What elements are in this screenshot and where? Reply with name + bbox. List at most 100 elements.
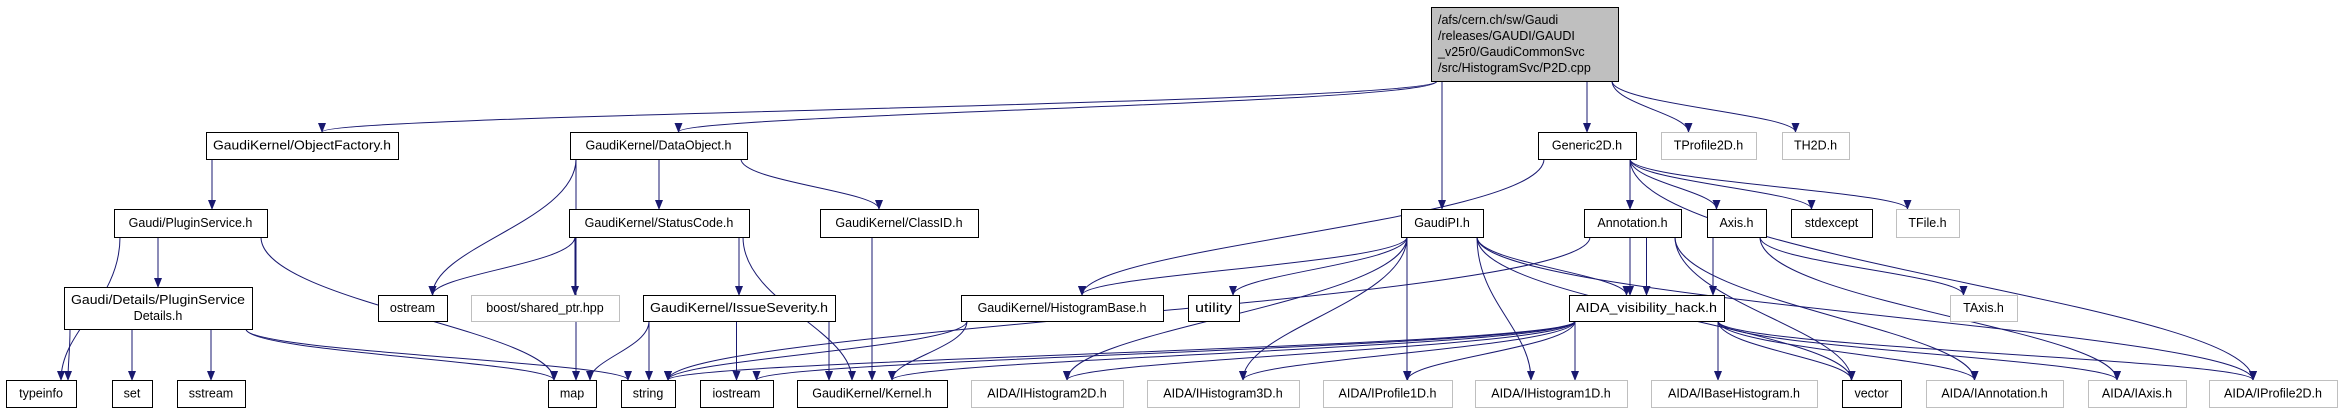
edge-gaudipi-to-histogrambase [1078, 236, 1408, 296]
node-box [621, 380, 676, 408]
node-box [643, 295, 836, 322]
edge-pluginsvcdetails-to-typeinfo [64, 328, 73, 381]
node-label: AIDA/IBaseHistogram.h [1668, 387, 1800, 401]
node-string[interactable]: string [621, 380, 676, 408]
edge-generic2d-to-iprofile2d [1629, 158, 2257, 381]
node-box [1950, 295, 2018, 322]
node-th2d[interactable]: TH2D.h [1782, 132, 1850, 160]
node-box [1147, 380, 1300, 408]
node-gaudipi[interactable]: GaudiPI.h [1401, 209, 1484, 238]
edge-aidavis-to-iostream [752, 320, 1576, 381]
node-boostsharedptr[interactable]: boost/shared_ptr.hpp [471, 295, 620, 322]
node-iannotation[interactable]: AIDA/IAnnotation.h [1926, 380, 2064, 408]
node-label: GaudiKernel/ClassID.h [835, 216, 962, 230]
node-iostream[interactable]: iostream [700, 380, 774, 408]
node-sstream[interactable]: sstream [177, 380, 246, 408]
edge-generic2d-to-axis [1629, 158, 1721, 210]
node-dataobject[interactable]: GaudiKernel/DataObject.h [570, 132, 748, 160]
node-label: Generic2D.h [1552, 139, 1622, 153]
node-box [971, 380, 1124, 408]
edges-layer [57, 80, 2257, 381]
node-label: AIDA/IProfile1D.h [1339, 387, 1437, 401]
node-label: GaudiKernel/HistogramBase.h [978, 301, 1147, 315]
edge-generic2d-to-histogrambase [1078, 158, 1545, 296]
node-vector[interactable]: vector [1842, 380, 1902, 408]
node-label: boost/shared_ptr.hpp [486, 301, 603, 315]
node-iaxis[interactable]: AIDA/IAxis.h [2088, 380, 2187, 408]
node-main[interactable]: /afs/cern.ch/sw/Gaudi/releases/GAUDI/GAU… [1431, 7, 1619, 82]
node-iprofile2d[interactable]: AIDA/IProfile2D.h [2209, 380, 2338, 408]
node-label: Details.h [134, 309, 183, 323]
node-pluginsvcdetails[interactable]: Gaudi/Details/PluginService Details.h [64, 287, 253, 330]
node-box [378, 295, 448, 322]
node-label: TProfile2D.h [1674, 139, 1744, 153]
node-label: GaudiKernel/Kernel.h [812, 387, 932, 401]
node-label: Annotation.h [1597, 216, 1667, 230]
node-typeinfo[interactable]: typeinfo [6, 380, 77, 408]
edge-pluginsvcdetails-to-string [245, 328, 632, 381]
node-label: AIDA/IAnnotation.h [1941, 387, 2047, 401]
node-box [471, 295, 620, 322]
node-label: GaudiKernel/StatusCode.h [585, 216, 734, 230]
edge-gaudipi-to-ihisto1d [1476, 236, 1535, 381]
edge-gaudipi-to-aidavis [1476, 236, 1631, 296]
node-label: typeinfo [19, 387, 63, 401]
node-tfile[interactable]: TFile.h [1896, 209, 1960, 238]
node-issueseverity[interactable]: GaudiKernel/IssueSeverity.h [643, 295, 836, 322]
node-histogrambase[interactable]: GaudiKernel/HistogramBase.h [961, 295, 1164, 322]
node-label: Axis.h [1719, 216, 1753, 230]
node-taxis[interactable]: TAxis.h [1950, 295, 2018, 322]
node-objfactory[interactable]: GaudiKernel/ObjectFactory.h [206, 132, 399, 160]
edge-statuscode-to-ostream [428, 236, 576, 296]
node-box [1791, 209, 1873, 238]
edge-gaudipi-to-utility [1229, 236, 1408, 296]
node-box [112, 380, 153, 408]
node-statuscode[interactable]: GaudiKernel/StatusCode.h [569, 209, 750, 238]
node-box [797, 380, 948, 408]
node-box [1896, 209, 1960, 238]
node-box [177, 380, 246, 408]
node-ostream[interactable]: ostream [378, 295, 448, 322]
node-pluginservice[interactable]: Gaudi/PluginService.h [114, 209, 268, 238]
node-label: AIDA/IProfile2D.h [2224, 387, 2322, 401]
node-box [1431, 7, 1619, 82]
edge-aidavis-to-iprofile2d [1717, 320, 2257, 381]
node-map[interactable]: map [548, 380, 597, 408]
node-annotation[interactable]: Annotation.h [1584, 209, 1682, 238]
node-generic2d[interactable]: Generic2D.h [1538, 132, 1637, 160]
node-box [548, 380, 597, 408]
node-label: vector [1854, 387, 1888, 401]
edge-gaudipi-to-iprofile2d [1476, 236, 2257, 381]
node-label: string [633, 387, 664, 401]
node-box [1188, 295, 1240, 322]
node-label: GaudiPI.h [1414, 216, 1470, 230]
node-set[interactable]: set [112, 380, 153, 408]
node-axis[interactable]: Axis.h [1707, 209, 1767, 238]
edge-generic2d-to-tfile [1629, 158, 1912, 210]
node-classid[interactable]: GaudiKernel/ClassID.h [820, 209, 979, 238]
node-kernel[interactable]: GaudiKernel/Kernel.h [797, 380, 948, 408]
node-box [1782, 132, 1850, 160]
node-box [2088, 380, 2187, 408]
node-stdexcept[interactable]: stdexcept [1791, 209, 1873, 238]
node-box [206, 132, 399, 160]
node-aidavis[interactable]: AIDA_visibility_hack.h [1569, 295, 1725, 322]
node-label: stdexcept [1805, 216, 1859, 230]
node-ihisto2d[interactable]: AIDA/IHistogram2D.h [971, 380, 1124, 408]
node-ihisto1d[interactable]: AIDA/IHistogram1D.h [1475, 380, 1628, 408]
edge-aidavis-to-kernel [888, 320, 1576, 381]
node-ihisto3d[interactable]: AIDA/IHistogram3D.h [1147, 380, 1300, 408]
node-box [1323, 380, 1453, 408]
node-tprofile2d[interactable]: TProfile2D.h [1661, 132, 1757, 160]
edge-main-to-th2d [1611, 80, 1800, 133]
node-ibasehisto[interactable]: AIDA/IBaseHistogram.h [1651, 380, 1818, 408]
node-box [700, 380, 774, 408]
node-label: sstream [189, 387, 233, 401]
node-utility[interactable]: utility [1188, 295, 1240, 322]
edge-main-to-objfactory [318, 80, 1438, 133]
edge-aidavis-to-string [664, 320, 1576, 381]
edge-aidavis-to-iprofile1d [1403, 320, 1576, 381]
node-box [569, 209, 750, 238]
node-iprofile1d[interactable]: AIDA/IProfile1D.h [1323, 380, 1453, 408]
node-box [1401, 209, 1484, 238]
